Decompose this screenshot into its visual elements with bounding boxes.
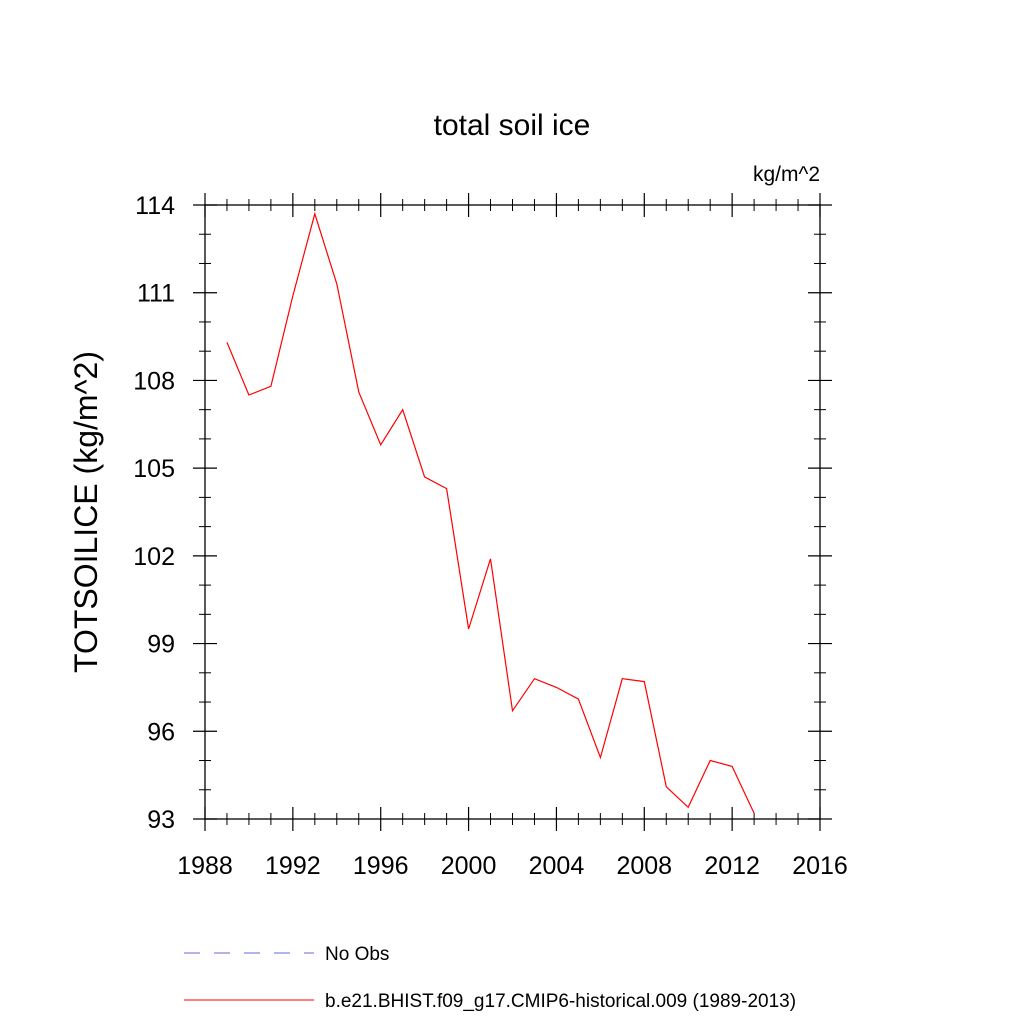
legend-label: No Obs	[325, 944, 389, 965]
y-tick-label: 93	[147, 806, 175, 834]
axes: 93 96 99 102 105 108 111 114 1988 1992 1996 2000 200…	[133, 192, 848, 880]
y-axis-label: TOTSOILICE (kg/m^2)	[68, 351, 104, 673]
x-tick-label: 2004	[529, 852, 585, 880]
x-tick-label: 2000	[441, 852, 497, 880]
legend-label: b.e21.BHIST.f09_g17.CMIP6-historical.009…	[325, 991, 796, 1012]
x-tick-label: 2016	[792, 852, 848, 880]
x-tick-label: 1996	[353, 852, 409, 880]
x-tick-label: 1992	[265, 852, 321, 880]
y-tick-label: 114	[135, 192, 175, 220]
series-line	[226, 211, 755, 814]
chart-title: total soil ice	[434, 109, 591, 142]
y-tick-label: 108	[133, 367, 175, 395]
legend: No Obs b.e21.BHIST.f09_g17.CMIP6-historic…	[184, 944, 796, 1012]
data-series	[226, 211, 755, 814]
x-tick-label: 2012	[704, 852, 760, 880]
plot-frame	[204, 204, 821, 820]
y-tick-label: 102	[133, 543, 175, 571]
y-tick-label: 99	[147, 631, 175, 659]
x-tick-label: 1988	[177, 852, 233, 880]
y-tick-label: 111	[137, 280, 175, 308]
y-tick-label: 96	[147, 718, 175, 746]
units-label: kg/m^2	[753, 163, 820, 186]
y-tick-label: 105	[133, 455, 175, 483]
x-tick-label: 2008	[616, 852, 672, 880]
